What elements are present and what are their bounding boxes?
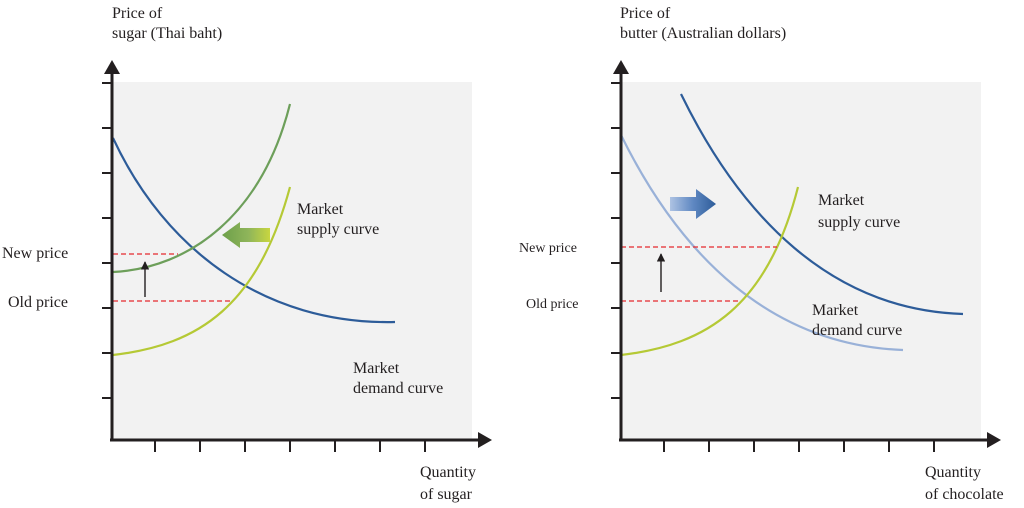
right-new-demand-curve	[680, 93, 964, 316]
left-plot-area	[112, 82, 472, 440]
left-old-supply-curve	[112, 186, 292, 357]
left-supply-label-line1: Market	[297, 201, 344, 218]
left-demand-curve	[112, 137, 396, 324]
left-y-axis-label-line2: sugar (Thai baht)	[112, 25, 222, 42]
right-supply-label-line2: supply curve	[818, 214, 900, 231]
left-y-ticks	[102, 82, 112, 399]
left-demand-label-line1: Market	[353, 360, 400, 377]
left-supply-label-line2: supply curve	[297, 221, 379, 238]
right-y-axis-arrowhead-icon	[613, 60, 629, 74]
left-y-axis-label-line1: Price of	[112, 5, 163, 22]
left-y-axis-arrowhead-icon	[104, 60, 120, 74]
left-demand-label-line2: demand curve	[353, 380, 443, 397]
right-x-ticks	[663, 440, 935, 452]
right-old-demand-curve	[620, 134, 904, 352]
left-x-axis-arrowhead-icon	[478, 432, 492, 448]
left-new-price-label: New price	[2, 245, 68, 262]
right-arrow-blue-icon	[670, 189, 716, 219]
right-y-axis-label-line1: Price of	[620, 5, 671, 22]
right-new-price-label: New price	[519, 241, 577, 256]
left-x-axis-label-line1: Quantity	[420, 464, 476, 481]
left-arrow-green-icon	[222, 222, 270, 248]
right-old-price-label: Old price	[526, 297, 578, 312]
right-y-ticks	[611, 82, 621, 399]
right-supply-label-line1: Market	[818, 192, 865, 209]
left-x-ticks	[154, 440, 426, 452]
right-y-axis-label-line2: butter (Australian dollars)	[620, 25, 786, 42]
right-demand-label-line2: demand curve	[812, 322, 902, 339]
left-old-price-label: Old price	[8, 294, 68, 311]
right-panel: Price of butter (Australian dollars) New…	[519, 5, 1004, 503]
right-x-axis-label-line2: of chocolate	[925, 486, 1004, 503]
right-x-axis-arrowhead-icon	[987, 432, 1001, 448]
right-x-axis-label-line1: Quantity	[925, 464, 981, 481]
right-supply-curve	[620, 186, 800, 357]
right-plot-area	[621, 82, 981, 440]
left-panel: Price of sugar (Thai baht) New price Old…	[2, 5, 492, 503]
left-x-axis-label-line2: of sugar	[420, 486, 473, 503]
right-demand-label-line1: Market	[812, 302, 859, 319]
